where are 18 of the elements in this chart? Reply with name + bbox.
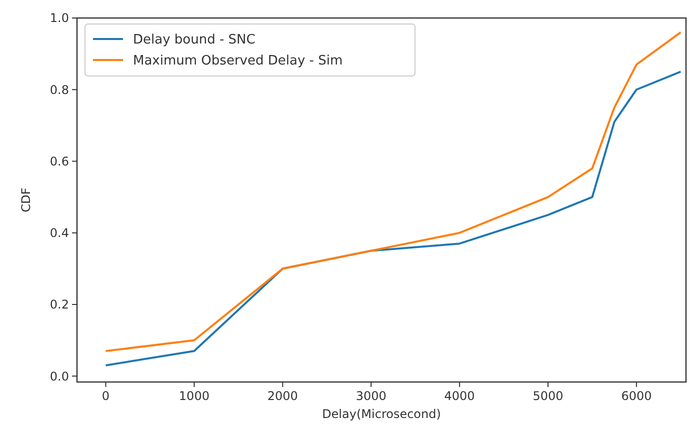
- x-axis-title: Delay(Microsecond): [322, 407, 441, 421]
- y-tick-label: 0.4: [50, 226, 69, 240]
- x-tick-label: 0: [102, 389, 110, 403]
- x-tick-label: 2000: [267, 389, 298, 403]
- legend-label: Delay bound - SNC: [133, 32, 256, 48]
- x-tick-label: 1000: [178, 389, 210, 403]
- line-series: [104, 31, 682, 352]
- x-tick-label: 6000: [621, 389, 652, 403]
- x-tick-label: 4000: [444, 389, 475, 403]
- y-tick-label: 0.6: [50, 154, 69, 168]
- y-tick-label: 0.0: [50, 369, 69, 384]
- y-tick-label: 0.2: [50, 298, 69, 312]
- y-tick-label: 0.8: [50, 82, 69, 97]
- legend-label: Maximum Observed Delay - Sim: [133, 54, 343, 69]
- x-tick-label: 3000: [356, 389, 386, 403]
- y-axis-title: CDF: [19, 188, 33, 212]
- x-tick-label: 5000: [532, 389, 564, 403]
- y-tick-label: 1.0: [50, 11, 69, 26]
